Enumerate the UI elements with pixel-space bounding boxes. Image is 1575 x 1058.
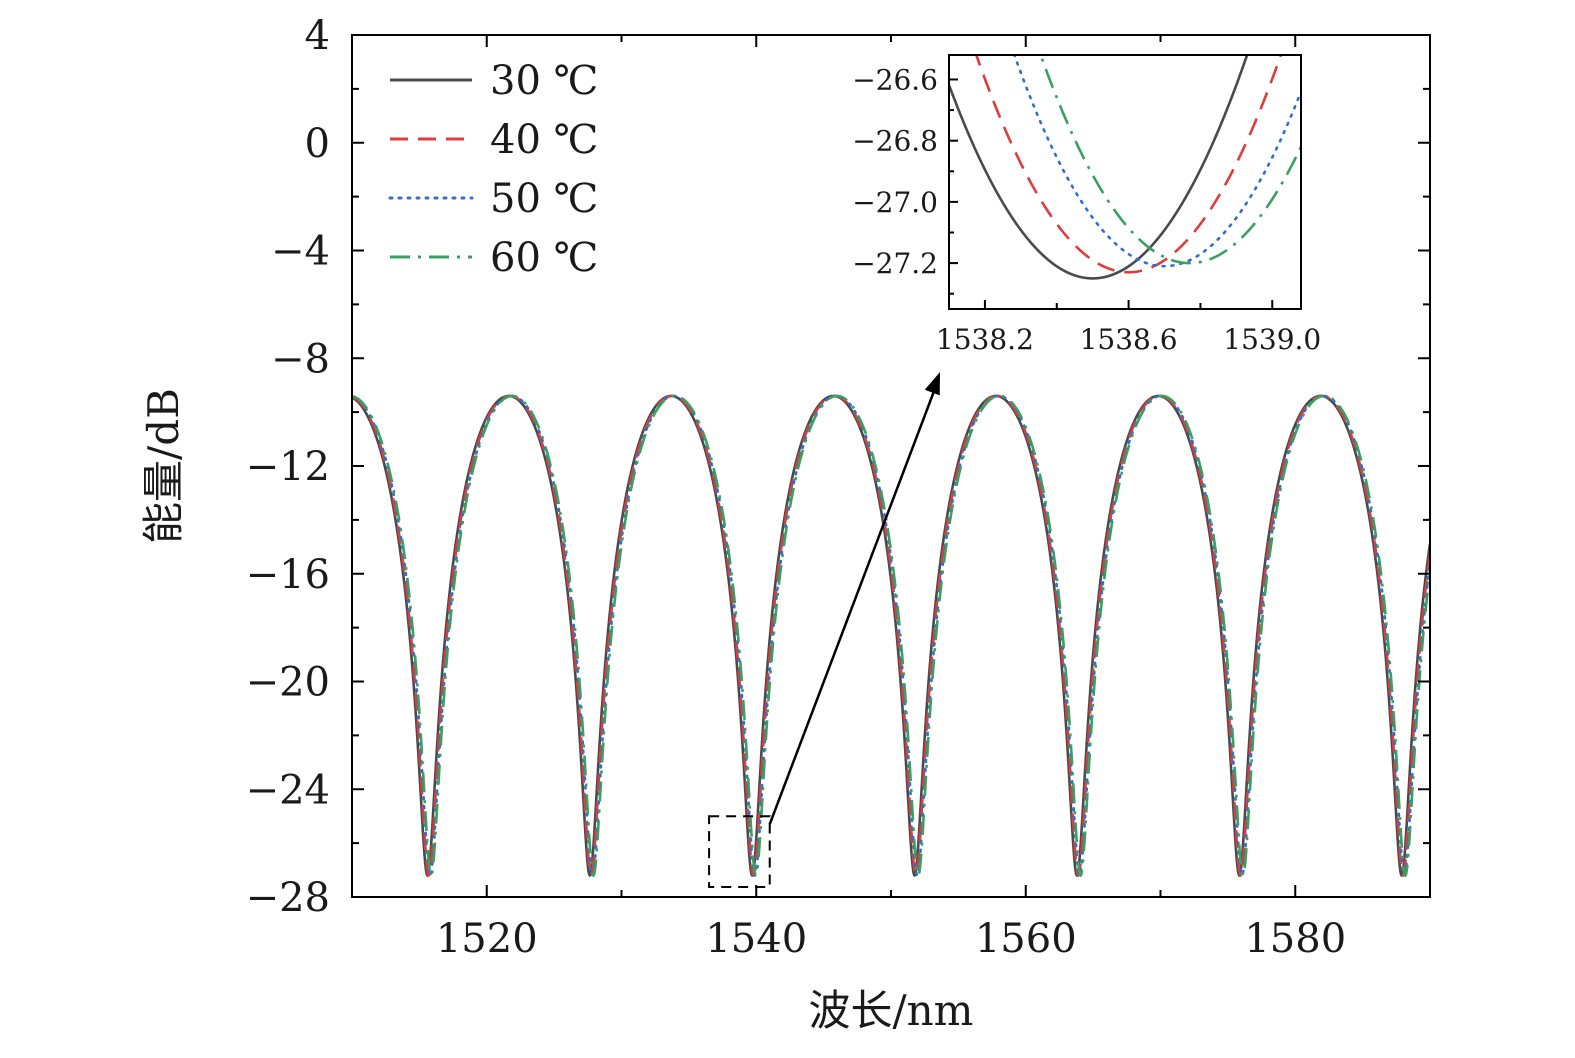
inset-y-tick-label-2: −27.0 <box>852 186 938 219</box>
legend-label-1: 30 ℃ <box>490 58 598 104</box>
main-axes: 1520 1540 1560 1580 4 0 −4 −8 −12 −16 −20 −24 −28 <box>246 13 1431 962</box>
y-tick-label-8: −28 <box>246 875 330 921</box>
legend-label-3: 50 ℃ <box>490 176 598 222</box>
series-line-1 <box>352 394 1430 878</box>
y-tick-label-5: −16 <box>246 552 330 598</box>
inset-series-line-3 <box>1013 55 1301 268</box>
y-tick-label-1: 0 <box>305 121 330 167</box>
inset-background <box>949 55 1301 309</box>
main-curves <box>352 394 1430 878</box>
inset-x-tick-label-2: 1539.0 <box>1223 323 1321 356</box>
x-tick-label-1520: 1520 <box>436 916 538 962</box>
legend-label-4: 60 ℃ <box>490 235 598 281</box>
y-tick-label-0: 4 <box>305 13 330 59</box>
inset-series-line-4 <box>1039 55 1301 265</box>
x-tick-label-1560: 1560 <box>975 916 1077 962</box>
series-line-2 <box>352 394 1430 878</box>
zoom-arrow-head <box>924 372 940 396</box>
inset-x-tick-label-1: 1538.6 <box>1080 323 1178 356</box>
y-tick-label-4: −12 <box>246 444 330 490</box>
y-tick-label-7: −24 <box>246 767 330 813</box>
inset-series-line-1 <box>949 55 1249 280</box>
inset-axes: 1538.2 1538.6 1539.0 −26.6 −26.8 −27.0 −27.2 <box>852 63 1321 356</box>
zoom-box <box>708 815 771 888</box>
zoom-annotation <box>708 372 940 888</box>
inset-plot-frame <box>948 54 1302 310</box>
y-tick-label-2: −4 <box>271 229 330 275</box>
x-axis-label: 波长/nm <box>808 986 973 1035</box>
legend-label-2: 40 ℃ <box>490 117 598 163</box>
y-tick-label-6: −20 <box>246 660 330 706</box>
legend: 30 ℃ 40 ℃ 50 ℃ 60 ℃ <box>388 58 598 281</box>
series-line-4 <box>352 394 1430 878</box>
series-line-3 <box>352 394 1430 878</box>
x-tick-label-1540: 1540 <box>705 916 807 962</box>
zoom-arrow-line <box>768 385 938 825</box>
inset-y-tick-label-0: −26.6 <box>852 63 938 96</box>
y-tick-label-3: −8 <box>271 336 330 382</box>
inset-curves <box>949 55 1301 280</box>
inset-series-line-2 <box>974 55 1283 274</box>
inset-y-tick-label-3: −27.2 <box>852 247 938 280</box>
inset-x-tick-label-0: 1538.2 <box>936 323 1034 356</box>
inset-y-tick-label-1: −26.8 <box>852 125 938 158</box>
x-tick-label-1580: 1580 <box>1244 916 1346 962</box>
y-axis-label: 能量/dB <box>139 388 188 544</box>
